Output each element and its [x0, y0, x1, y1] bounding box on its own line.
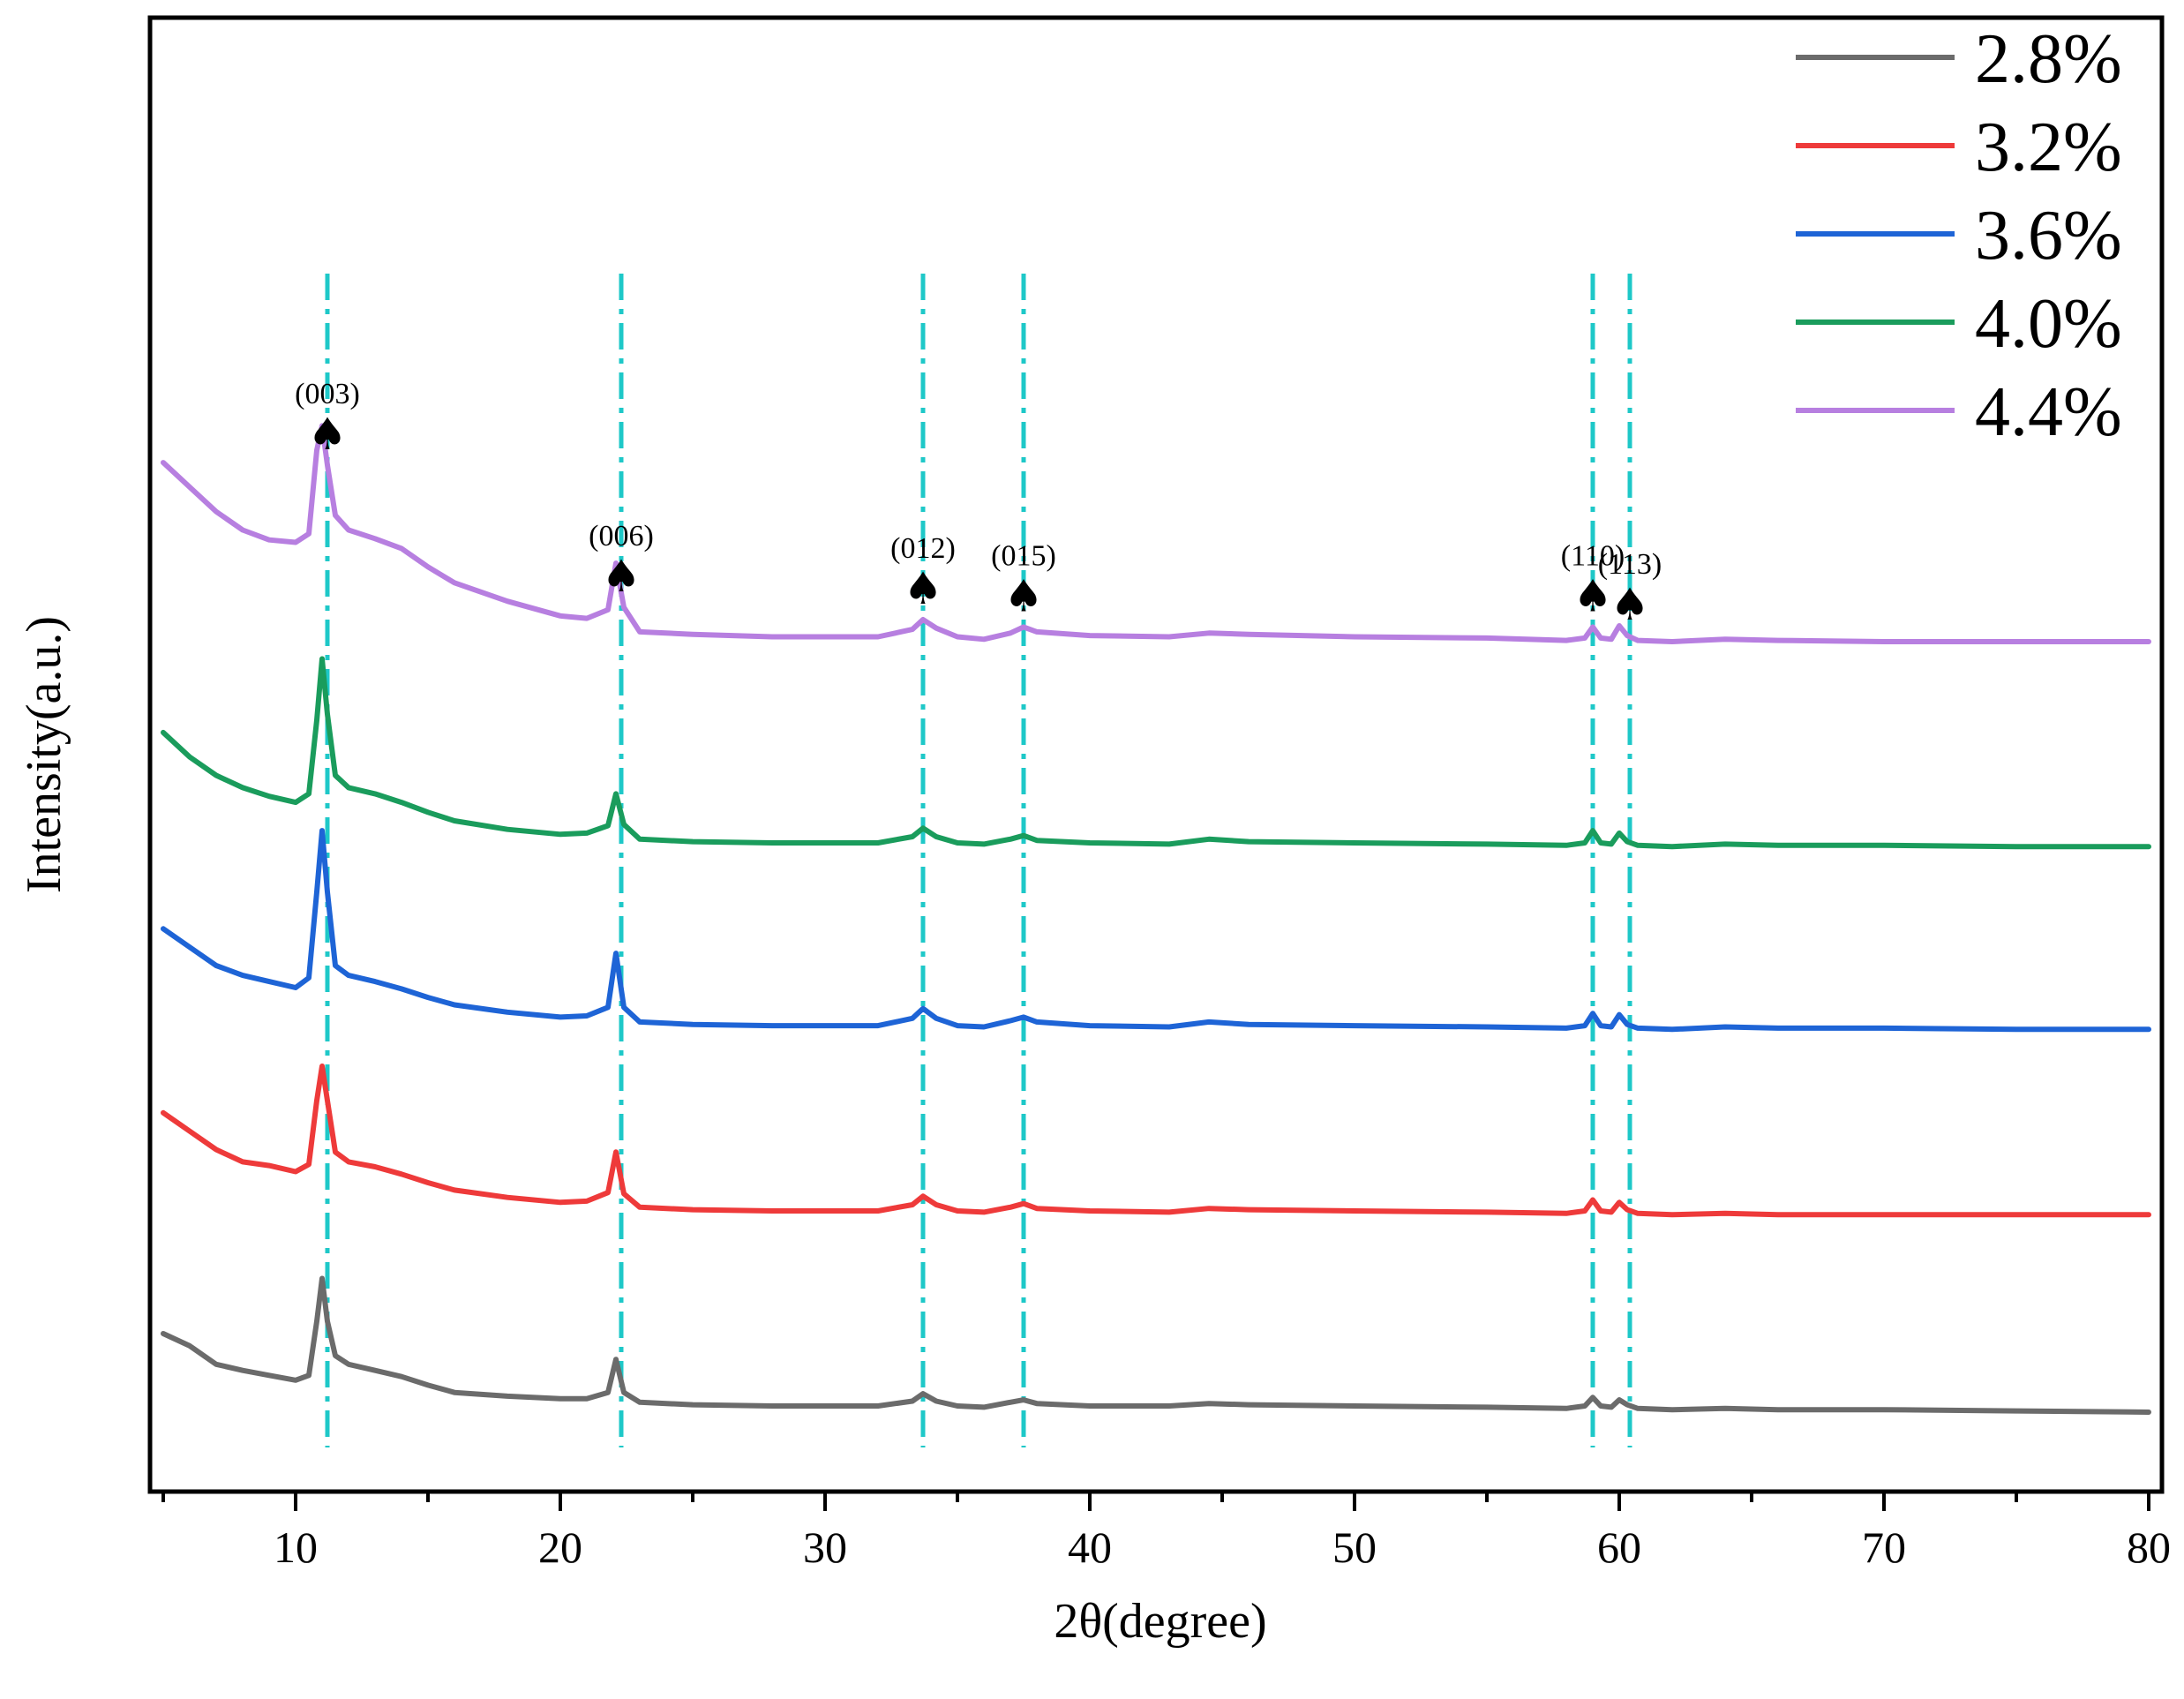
x-tick-label: 40 — [1068, 1522, 1112, 1572]
x-tick-label: 20 — [538, 1522, 582, 1572]
series-layer — [161, 423, 2151, 1415]
x-tick-label: 60 — [1597, 1522, 1641, 1572]
series-line-3.6% — [161, 828, 2151, 1033]
x-axis-label: 2θ(degree) — [1054, 1594, 1266, 1649]
legend-label: 3.2% — [1975, 109, 2122, 186]
peak-label-4: (110) — [1561, 539, 1625, 572]
legend: 2.8% 3.2% 3.6% 4.0% 4.4% — [1796, 20, 2122, 451]
peak-label-2: (012) — [890, 532, 956, 565]
legend-label: 3.6% — [1975, 197, 2122, 274]
x-tick-label: 50 — [1332, 1522, 1377, 1572]
legend-label: 4.0% — [1975, 285, 2122, 363]
peak-label-0: (003) — [295, 378, 360, 410]
peak-label-1: (006) — [589, 520, 654, 553]
series-line-3.2% — [161, 1064, 2151, 1218]
peak-marker-3: ♠ — [1004, 570, 1044, 621]
series-line-2.8% — [161, 1275, 2151, 1415]
x-tick-label: 10 — [274, 1522, 318, 1572]
peak-marker-2: ♠ — [904, 563, 943, 614]
peak-labels: ♠(003)♠(006)♠(012)♠(015)♠(110)♠(113) — [295, 378, 1662, 630]
series-line-4.4% — [161, 423, 2151, 644]
legend-label: 4.4% — [1975, 373, 2122, 451]
x-tick-label: 30 — [803, 1522, 847, 1572]
peak-label-3: (015) — [991, 539, 1056, 572]
peak-marker-4: ♠ — [1573, 570, 1613, 621]
x-tick-label: 70 — [1862, 1522, 1906, 1572]
peak-marker-5: ♠ — [1610, 579, 1650, 630]
x-axis: 10 20 30 40 50 60 70 80 — [161, 1492, 2171, 1572]
peak-marker-1: ♠ — [602, 551, 642, 602]
legend-label: 2.8% — [1975, 20, 2122, 98]
peak-marker-0: ♠ — [308, 409, 348, 460]
x-tick-label: 80 — [2127, 1522, 2171, 1572]
series-line-4.0% — [161, 656, 2151, 850]
reference-lines — [325, 274, 1632, 1447]
y-axis-label: Intensity(a.u.) — [17, 616, 71, 893]
plot-frame — [147, 15, 2165, 1494]
peak-label-5: (113) — [1598, 548, 1662, 581]
